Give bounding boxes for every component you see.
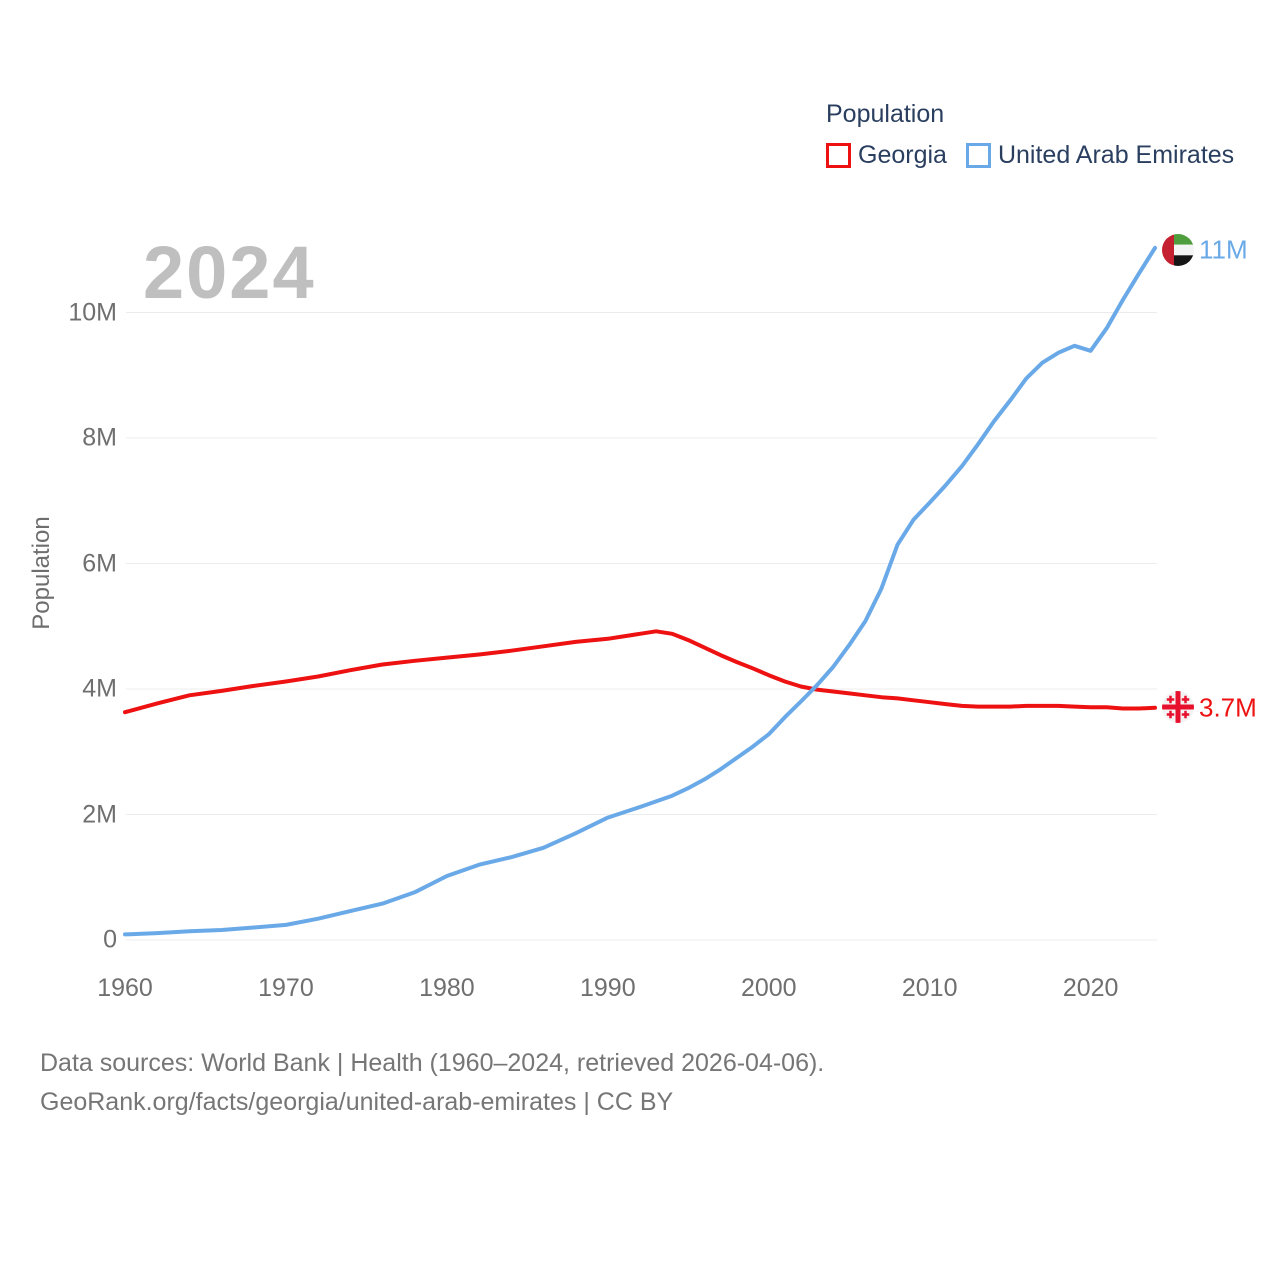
legend-label: United Arab Emirates: [997, 141, 1235, 169]
series-line-georgia[interactable]: [123, 629, 1157, 715]
uae-flag-icon: [1162, 234, 1194, 266]
data-sources-line: Data sources: World Bank | Health (1960–…: [40, 1049, 825, 1077]
legend-item-united-arab-emirates[interactable]: United Arab Emirates: [965, 141, 1235, 170]
attribution-line: GeoRank.org/facts/georgia/united-arab-em…: [40, 1088, 674, 1116]
y-axis-tick-label: 6M: [82, 549, 117, 577]
x-axis-tick-label: 2020: [1062, 974, 1119, 1002]
x-axis-tick-label: 2010: [901, 974, 958, 1002]
uae-end-value-label: 11M: [1199, 234, 1248, 265]
x-axis-tick-label: 2000: [740, 974, 797, 1002]
watermark-year: 2024: [143, 231, 316, 314]
y-axis-tick-label: 4M: [82, 674, 117, 703]
y-axis-tick-label: 0: [103, 925, 117, 954]
y-axis-tick-label: 2M: [82, 800, 117, 828]
legend-title: Population: [826, 100, 945, 128]
legend-item-georgia[interactable]: Georgia: [826, 141, 947, 170]
legend-label: Georgia: [858, 141, 947, 169]
footer: Data sources: World Bank | Health (1960–…: [40, 1044, 824, 1122]
legend: Population Georgia United Arab Emirates: [826, 100, 1234, 170]
georgia-series-swatch: [826, 143, 851, 168]
x-axis-tick-label: 1980: [419, 974, 475, 1002]
uae-series-swatch: [965, 143, 991, 168]
georgia-end-value-label: 3.7M: [1199, 692, 1257, 723]
georgia-flag-icon: [1162, 691, 1194, 723]
legend-items: Georgia United Arab Emirates: [826, 141, 1234, 170]
y-axis-tick-label: 8M: [82, 423, 117, 452]
x-axis-tick-label: 1960: [97, 974, 153, 1002]
series-line-united-arab-emirates[interactable]: [123, 245, 1157, 937]
y-axis-tick-label: 10M: [68, 298, 117, 326]
x-axis-tick-label: 1990: [580, 974, 636, 1002]
x-axis-tick-label: 1970: [258, 974, 314, 1002]
